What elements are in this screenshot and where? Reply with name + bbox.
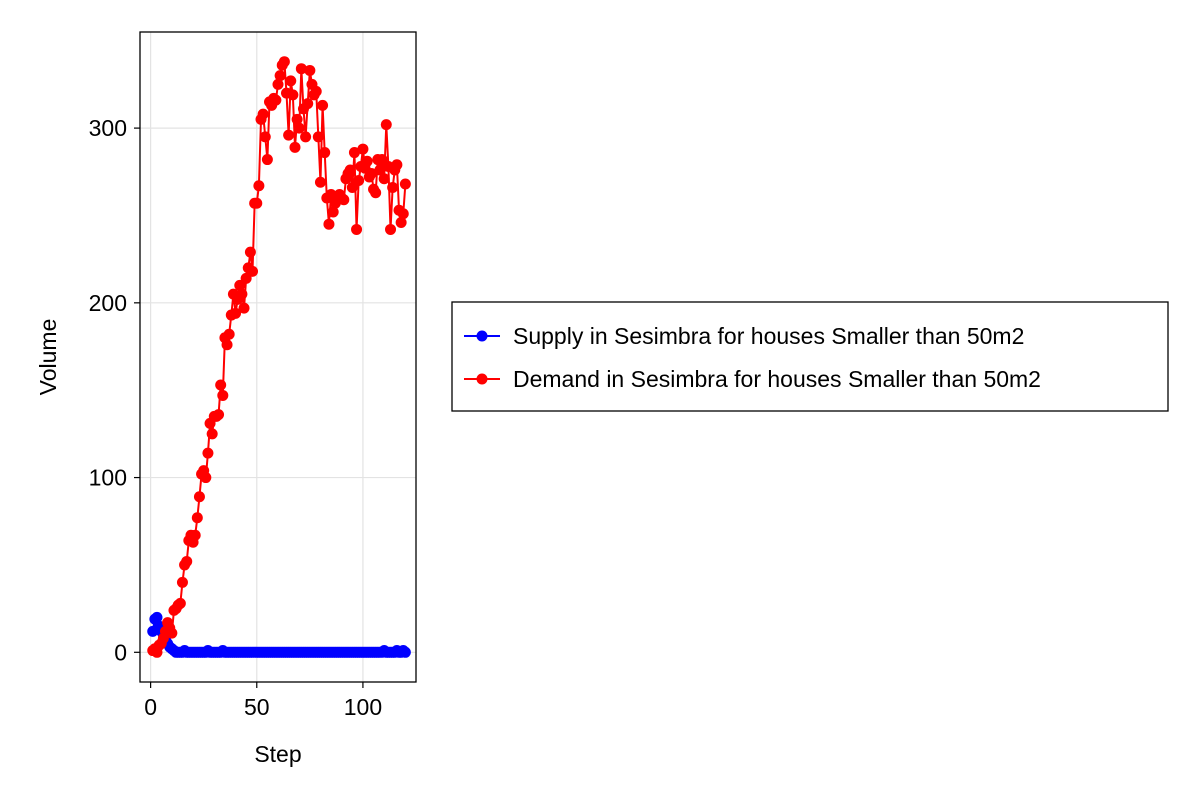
series-1-point-47: [247, 265, 259, 277]
series-1-point-83: [323, 218, 335, 230]
series-1-point-32: [215, 379, 227, 391]
series-1-point-59: [272, 78, 284, 90]
series-1-point-90: [338, 194, 350, 206]
series-1-point-109: [378, 173, 390, 185]
x-tick-label-1: 50: [244, 694, 270, 720]
series-1-point-107: [374, 164, 386, 176]
y-tick-label-3: 300: [89, 115, 127, 141]
series-1-point-31: [213, 409, 225, 421]
series-1-point-50: [253, 180, 265, 192]
legend-label-1: Demand in Sesimbra for houses Smaller th…: [513, 366, 1041, 392]
legend: Supply in Sesimbra for houses Smaller th…: [451, 301, 1169, 412]
series-1-point-28: [206, 428, 218, 440]
series-1-point-60: [274, 70, 286, 82]
series-1-point-103: [365, 168, 377, 180]
x-axis-label: Step: [254, 741, 301, 767]
series-1-point-58: [270, 94, 282, 106]
legend-label-0: Supply in Sesimbra for houses Smaller th…: [513, 323, 1024, 349]
series-1-point-39: [230, 307, 242, 319]
series-1-point-69: [293, 122, 305, 134]
series-1-point-13: [174, 597, 186, 609]
series-1-point-97: [353, 175, 365, 187]
series-1-point-95: [348, 147, 360, 159]
series-1-point-118: [397, 208, 409, 220]
series-1-point-112: [385, 223, 397, 235]
plot-series: [147, 56, 411, 658]
x-tick-label-2: 100: [344, 694, 382, 720]
series-1-point-79: [314, 176, 326, 188]
series-1-point-49: [251, 197, 263, 209]
series-1-point-117: [395, 216, 407, 228]
y-tick-label-1: 100: [89, 465, 127, 491]
series-1-point-20: [189, 529, 201, 541]
series-1-point-108: [376, 154, 388, 166]
series-1-point-96: [351, 223, 363, 235]
series-1-point-43: [238, 302, 250, 314]
series-1-point-35: [221, 339, 233, 351]
legend-marker-1: [476, 373, 488, 385]
series-1-point-25: [200, 472, 212, 484]
series-1-point-42: [236, 288, 248, 300]
series-1-point-66: [287, 89, 299, 101]
series-1-point-53: [259, 131, 271, 143]
legend-box: [451, 301, 1169, 412]
series-1: [147, 56, 411, 658]
y-tick-label-2: 200: [89, 290, 127, 316]
series-1-point-80: [317, 99, 329, 111]
series-1-point-93: [344, 164, 356, 176]
series-1-point-70: [295, 63, 307, 75]
series-1-point-105: [370, 187, 382, 199]
plot-frame: [139, 31, 417, 683]
series-1-point-65: [285, 75, 297, 87]
series-1-point-81: [319, 147, 331, 159]
series-0-point-119: [399, 646, 411, 658]
series-1-point-16: [181, 555, 193, 567]
series-1-point-26: [202, 447, 214, 459]
axis-ticks: 0 50 100 0 100 200 300: [89, 115, 382, 720]
series-1-point-78: [312, 131, 324, 143]
y-axis-label: Volume: [35, 319, 61, 396]
series-1-point-77: [310, 85, 322, 97]
series-1-point-54: [261, 154, 273, 166]
series-1-point-52: [257, 108, 269, 120]
series-1-point-33: [217, 389, 229, 401]
series-1-point-41: [234, 279, 246, 291]
series-1-point-119: [399, 178, 411, 190]
series-1-point-21: [191, 512, 203, 524]
y-tick-label-0: 0: [114, 639, 127, 665]
series-1-point-44: [240, 272, 252, 284]
series-1-point-72: [300, 131, 312, 143]
series-1-point-14: [176, 576, 188, 588]
series-1-point-99: [357, 143, 369, 155]
series-1-point-113: [387, 182, 399, 194]
x-tick-label-0: 0: [144, 694, 157, 720]
series-1-point-9: [166, 627, 178, 639]
series-1-point-73: [302, 98, 314, 110]
series-1-point-46: [244, 246, 256, 258]
legend-marker-0: [476, 330, 488, 342]
series-1-point-22: [193, 491, 205, 503]
series-1-point-94: [346, 182, 358, 194]
series-1-point-68: [291, 113, 303, 125]
series-1-point-115: [391, 159, 403, 171]
series-1-point-64: [283, 129, 295, 141]
series-1-point-101: [361, 155, 373, 167]
series-1-point-110: [380, 119, 392, 131]
series-0: [147, 611, 411, 658]
series-1-point-62: [278, 56, 290, 68]
series-1-point-85: [327, 206, 339, 218]
series-1-point-36: [223, 328, 235, 340]
series-1-point-67: [289, 141, 301, 153]
series-0-point-2: [151, 611, 163, 623]
series-1-point-74: [304, 64, 316, 76]
